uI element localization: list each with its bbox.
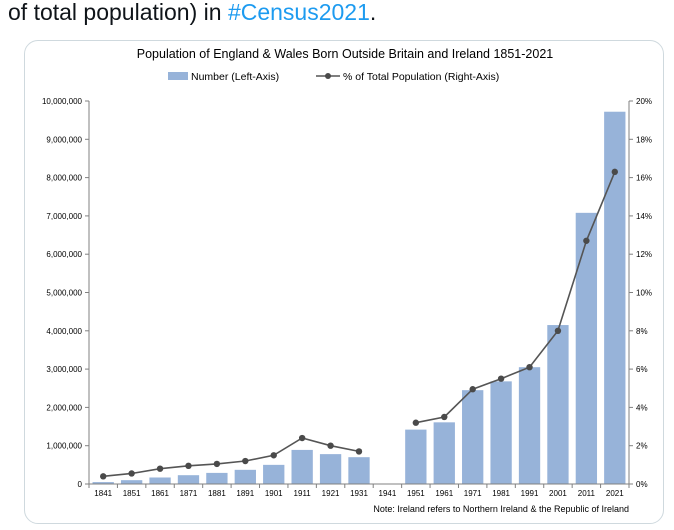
x-tick-label: 2021 [606, 489, 624, 498]
bar-1891 [234, 469, 256, 484]
left-tick-label: 4,000,000 [46, 327, 82, 336]
legend: Number (Left-Axis) % of Total Population… [168, 71, 499, 83]
left-tick-label: 10,000,000 [42, 97, 83, 106]
x-tick-label: 1931 [350, 489, 368, 498]
bar-1901 [263, 464, 285, 484]
bar-1931 [348, 457, 370, 484]
legend-line-marker [325, 73, 331, 79]
left-tick-label: 5,000,000 [46, 289, 82, 298]
left-tick-label: 2,000,000 [46, 403, 82, 412]
census-hashtag-link[interactable]: #Census2021 [227, 0, 370, 25]
legend-bar-label: Number (Left-Axis) [191, 71, 279, 83]
x-tick-label: 1981 [492, 489, 510, 498]
x-tick-label: 1851 [123, 489, 141, 498]
bar-1881 [206, 472, 228, 484]
x-tick-label: 1921 [322, 489, 340, 498]
left-tick-label: 8,000,000 [46, 174, 82, 183]
bar-1951 [405, 429, 427, 484]
pct-point-1851 [128, 470, 135, 477]
right-tick-label: 0% [636, 480, 648, 489]
pct-point-1891 [242, 457, 249, 465]
x-tick-label: 1971 [464, 489, 482, 498]
x-tick-label: 1951 [407, 489, 425, 498]
left-tick-label: 0 [78, 480, 83, 489]
pct-point-1901 [270, 452, 277, 459]
right-tick-label: 20% [636, 97, 652, 106]
left-tick-label: 7,000,000 [46, 212, 82, 221]
pct-point-1981 [497, 375, 505, 382]
pct-point-1911 [298, 434, 306, 442]
chart-title: Population of England & Wales Born Outsi… [137, 47, 554, 61]
chart-note: Note: Ireland refers to Northern Ireland… [373, 504, 629, 514]
legend-line-label: % of Total Population (Right-Axis) [343, 71, 499, 83]
pct-point-2021 [611, 168, 618, 176]
bar-1971 [462, 390, 484, 484]
pct-point-2011 [583, 237, 590, 244]
right-tick-label: 2% [636, 442, 648, 451]
pct-point-1841 [100, 473, 107, 480]
x-tick-label: 1881 [208, 489, 226, 498]
bar-2011 [575, 212, 598, 484]
right-tick-label: 12% [636, 250, 652, 259]
pct-point-1951 [412, 419, 420, 426]
bar-1861 [149, 477, 171, 484]
pct-point-1931 [355, 448, 363, 455]
left-axis-ticks: 0 1,000,000 2,000,000 3,000,000 4,000,000 5,0… [42, 97, 89, 489]
chart-image-card[interactable]: Population of England & Wales Born Outsi… [24, 40, 664, 524]
chart: Population of England & Wales Born Outsi… [42, 47, 652, 514]
pct-line-segment [103, 437, 360, 478]
bar-1911 [291, 449, 313, 484]
tweet-text-after: . [369, 0, 377, 25]
right-tick-label: 10% [636, 289, 652, 298]
right-tick-label: 16% [636, 174, 652, 183]
x-tick-label: 1871 [180, 489, 198, 498]
x-tick-label: 1941 [379, 489, 397, 498]
left-tick-label: 3,000,000 [46, 365, 82, 374]
bar-2001 [547, 325, 569, 484]
pct-line-segment [415, 171, 616, 424]
pct-point-1881 [213, 460, 221, 468]
x-tick-label: 1841 [94, 489, 112, 498]
bar-1991 [518, 367, 541, 484]
right-axis-ticks: 0% 2% 4% 6% 8% 10% 12% 14% 16% 18% 20% [629, 97, 652, 489]
x-tick-label: 1961 [435, 489, 453, 498]
right-tick-label: 6% [636, 365, 648, 374]
pct-point-1971 [469, 386, 476, 393]
x-tick-label: 1901 [265, 489, 283, 498]
left-tick-label: 1,000,000 [46, 442, 82, 451]
pct-point-1861 [156, 465, 164, 472]
bar-1841 [92, 482, 114, 484]
pct-point-1991 [526, 363, 533, 371]
left-tick-label: 9,000,000 [46, 135, 82, 144]
axes [88, 101, 630, 485]
right-tick-label: 4% [636, 403, 648, 412]
bar-1921 [319, 454, 342, 484]
bar-1871 [177, 475, 200, 484]
x-tick-label: 2001 [549, 489, 567, 498]
x-tick-label: 1891 [236, 489, 254, 498]
bar-series [92, 111, 626, 484]
x-axis-ticks: 1841 1851 1861 1871 1881 1891 1901 1911 1921 1931… [88, 484, 630, 498]
right-tick-label: 8% [636, 327, 648, 336]
pct-point-1871 [185, 462, 192, 470]
pct-point-1961 [441, 413, 448, 421]
left-tick-label: 6,000,000 [46, 250, 82, 259]
pct-point-2001 [554, 327, 562, 334]
x-tick-label: 2011 [578, 489, 596, 498]
tweet-text-before: of total population) in [8, 0, 228, 25]
tweet-text: of total population) in #Census2021. [8, 0, 376, 28]
bar-1981 [490, 381, 512, 484]
bar-2021 [604, 111, 626, 484]
right-tick-label: 14% [636, 212, 652, 221]
bar-1961 [433, 422, 455, 484]
pct-point-1921 [327, 442, 334, 449]
x-tick-label: 1991 [521, 489, 539, 498]
x-tick-label: 1861 [151, 489, 169, 498]
right-tick-label: 18% [636, 135, 652, 144]
bar-1851 [120, 480, 143, 484]
line-series [100, 168, 618, 480]
x-tick-label: 1911 [294, 489, 312, 498]
legend-bar-swatch [168, 72, 188, 80]
